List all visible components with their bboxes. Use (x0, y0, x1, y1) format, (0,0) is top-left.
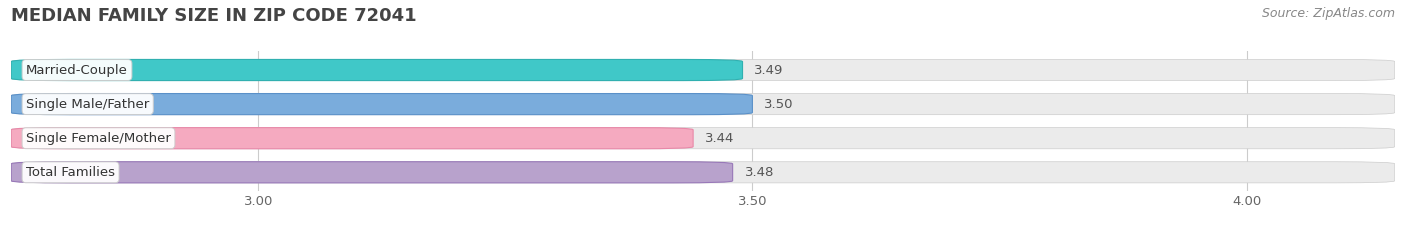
Text: 3.49: 3.49 (755, 64, 783, 76)
FancyBboxPatch shape (11, 162, 1395, 183)
Text: Single Female/Mother: Single Female/Mother (27, 132, 172, 145)
FancyBboxPatch shape (11, 93, 1395, 115)
Text: Single Male/Father: Single Male/Father (27, 98, 149, 111)
Text: MEDIAN FAMILY SIZE IN ZIP CODE 72041: MEDIAN FAMILY SIZE IN ZIP CODE 72041 (11, 7, 416, 25)
Text: 3.48: 3.48 (745, 166, 773, 179)
Text: Married-Couple: Married-Couple (27, 64, 128, 76)
FancyBboxPatch shape (11, 128, 1395, 149)
FancyBboxPatch shape (11, 59, 742, 81)
FancyBboxPatch shape (11, 162, 733, 183)
FancyBboxPatch shape (11, 93, 752, 115)
Text: Total Families: Total Families (27, 166, 115, 179)
FancyBboxPatch shape (11, 59, 1395, 81)
Text: 3.50: 3.50 (765, 98, 794, 111)
Text: 3.44: 3.44 (704, 132, 734, 145)
FancyBboxPatch shape (11, 128, 693, 149)
Text: Source: ZipAtlas.com: Source: ZipAtlas.com (1261, 7, 1395, 20)
